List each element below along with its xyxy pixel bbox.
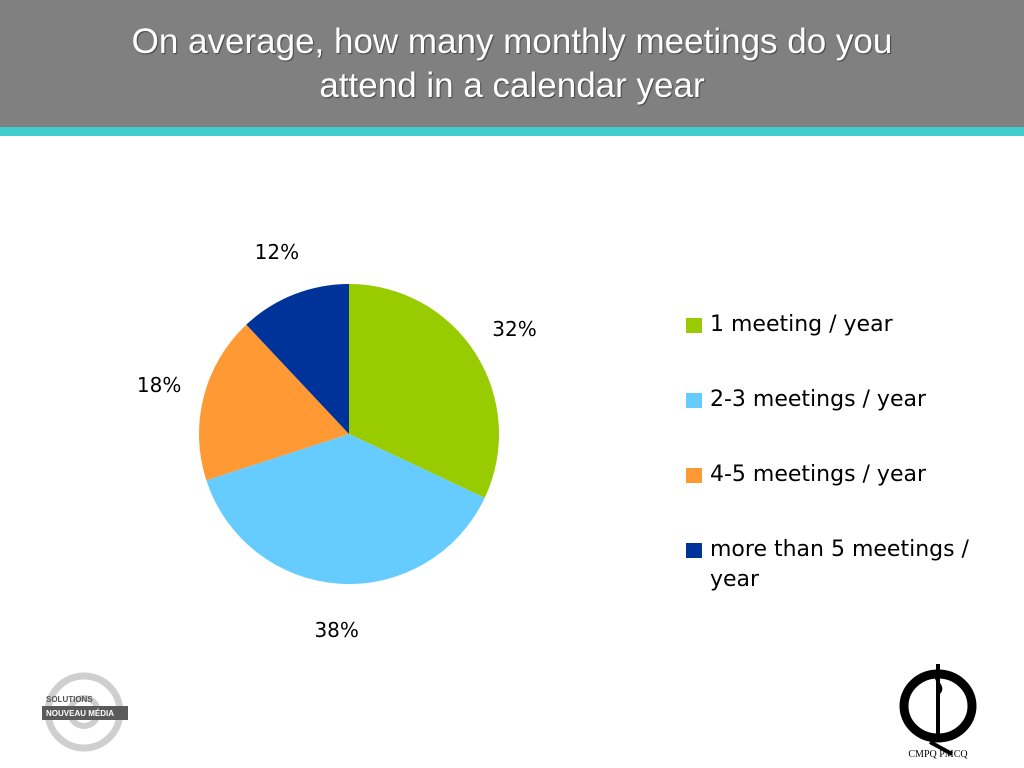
legend-swatch — [686, 318, 702, 333]
pie-data-label: 38% — [314, 617, 359, 642]
pie-slice — [206, 434, 485, 584]
legend-swatch — [686, 393, 702, 408]
logo-line-2: NOUVEAU MÉDIA — [46, 709, 114, 718]
slide-title-line-2: attend in a calendar year — [319, 66, 705, 105]
solutions-nouveau-media-logo: SOLUTIONS NOUVEAU MÉDIA — [42, 672, 128, 752]
legend-label: 2-3 meetings / year — [710, 387, 927, 412]
legend-swatch — [686, 468, 702, 483]
pie-data-label: 12% — [254, 239, 300, 264]
header-accent-rule — [0, 127, 1024, 136]
pie-data-label: 32% — [492, 316, 537, 341]
legend-label: 1 meeting / year — [710, 312, 893, 337]
slide-title-line-1: On average, how many monthly meetings do… — [131, 22, 893, 61]
logo-line-1: SOLUTIONS — [46, 695, 93, 704]
legend-label: more than 5 meetings / year — [710, 537, 969, 592]
pie-slice — [349, 284, 499, 498]
cmpq-serpent-icon — [934, 671, 943, 695]
pie-slice — [198, 324, 349, 481]
header-bar — [0, 0, 1024, 127]
legend-label: 4-5 meetings / year — [710, 462, 927, 487]
slide-title: On average, how many monthly meetings do… — [40, 20, 984, 108]
pie-slice — [246, 284, 349, 434]
pie-data-label: 18% — [136, 373, 182, 398]
legend-swatch — [686, 543, 702, 558]
logo-band — [42, 706, 128, 720]
cmpq-stem-icon — [929, 664, 953, 756]
cmpq-pmcq-text: CMPQ PMCQ — [908, 749, 968, 760]
cmpq-pmcq-logo: CMPQ PMCQ — [899, 664, 977, 760]
